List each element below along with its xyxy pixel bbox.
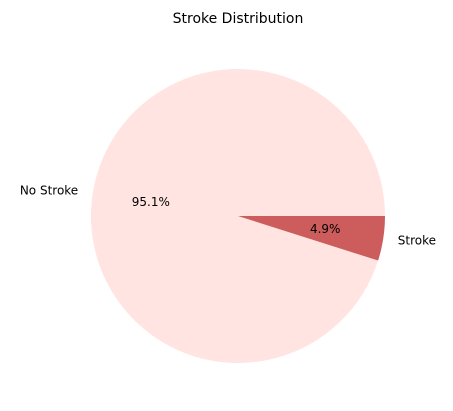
pie-labels: No Stroke 95.1% Stroke 4.9% [20, 184, 436, 248]
pie-slices [91, 69, 386, 364]
slice-percent-label: 95.1% [132, 195, 170, 209]
pie-slice-stroke [238, 216, 385, 261]
slice-label: Stroke [398, 233, 436, 247]
slice-label: No Stroke [20, 184, 78, 198]
chart-title: Stroke Distribution [173, 11, 304, 27]
pie-slice-no-stroke [91, 69, 386, 364]
slice-percent-label: 4.9% [310, 222, 341, 236]
